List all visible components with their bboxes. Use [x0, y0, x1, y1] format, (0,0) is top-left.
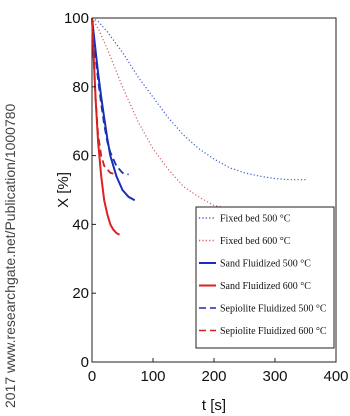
- x-tick-label: 100: [140, 368, 165, 385]
- x-axis-label: t [s]: [202, 397, 226, 414]
- ticks-layer: 0 100 200 300 400 0 20 40 60 80 100: [64, 10, 349, 385]
- y-axis-label: X [%]: [55, 172, 72, 208]
- legend-box: [195, 206, 335, 349]
- series-line-5: [91, 17, 117, 176]
- legend-label: Sepiolite Fluidized 500 °C: [220, 304, 327, 315]
- series-line-0: [91, 17, 306, 181]
- legend-label: Sand Fluidized 500 °C: [220, 259, 311, 270]
- y-tick-label: 40: [72, 216, 89, 233]
- x-tick-label: 400: [323, 368, 348, 385]
- x-tick-label: 300: [262, 368, 287, 385]
- legend-label: Sand Fluidized 600 °C: [220, 281, 311, 292]
- legend-label: Sepiolite Fluidized 600 °C: [220, 326, 327, 337]
- legend-label: Fixed bed 500 °C: [220, 214, 291, 225]
- y-tick-label: 20: [72, 285, 89, 302]
- y-tick-label: 0: [81, 354, 89, 371]
- legend-label: Fixed bed 600 °C: [220, 236, 291, 247]
- series-line-4: [91, 17, 129, 176]
- y-tick-label: 80: [72, 79, 89, 96]
- x-tick-label: 200: [201, 368, 226, 385]
- y-tick-label: 100: [64, 10, 89, 27]
- watermark: 2017 www.researchgate.net/Publication/10…: [2, 103, 18, 408]
- y-tick-label: 60: [72, 148, 89, 165]
- legend: Fixed bed 500 °C Fixed bed 600 °C Sand Flu…: [195, 206, 335, 349]
- x-tick-label: 0: [88, 368, 96, 385]
